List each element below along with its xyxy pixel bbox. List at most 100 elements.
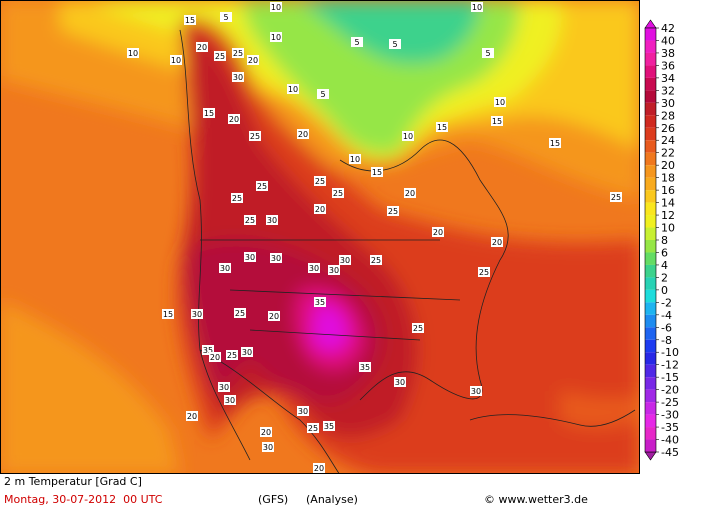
contour-label: 5 — [392, 40, 397, 49]
temperature-field — [1, 1, 639, 473]
colorbar-label: 30 — [661, 97, 675, 110]
colorbar-swatch — [645, 165, 656, 178]
contour-label: 15 — [492, 117, 502, 126]
colorbar-label: 32 — [661, 84, 675, 97]
contour-label-box — [186, 411, 198, 421]
contour-label: 20 — [248, 56, 258, 65]
contour-label: 20 — [315, 205, 325, 214]
contour-label: 20 — [229, 115, 239, 124]
contour-label: 35 — [315, 298, 325, 307]
contour-label-box — [234, 308, 246, 318]
contour-label: 5 — [320, 90, 325, 99]
colorbar-swatch — [645, 264, 656, 278]
contour-label: 30 — [192, 310, 202, 319]
colorbar-label: 42 — [661, 22, 675, 35]
contour-label-box — [241, 347, 253, 357]
contour-label-box — [224, 395, 236, 405]
contour-label-box — [196, 42, 208, 52]
contour-label: 25 — [371, 256, 381, 265]
contour-label: 30 — [271, 254, 281, 263]
contour-label-box — [270, 2, 282, 12]
contour-label: 15 — [163, 310, 173, 319]
colorbar-label: -6 — [661, 321, 672, 334]
contour-label-box — [191, 309, 203, 319]
colorbar-swatch — [645, 352, 656, 365]
contour-label: 25 — [388, 207, 398, 216]
contour-label-box — [307, 423, 319, 433]
contour-label: 5 — [485, 49, 490, 58]
contour-label: 30 — [395, 378, 405, 387]
contour-label: 30 — [220, 264, 230, 273]
caption-title: 2 m Temperatur [Grad C] — [4, 475, 142, 488]
contour-label: 30 — [225, 396, 235, 405]
contour-label-box — [203, 108, 215, 118]
contour-label: 10 — [472, 3, 482, 12]
contour-label-box — [202, 345, 214, 355]
contour-label: 15 — [372, 168, 382, 177]
colorbar-label: -40 — [661, 434, 679, 447]
colorbar-swatch — [645, 364, 656, 378]
colorbar-swatch — [645, 202, 656, 216]
contour-label: 30 — [309, 264, 319, 273]
contour-label: 20 — [269, 312, 279, 321]
contour-label-box — [266, 215, 278, 225]
contour-label: 25 — [233, 49, 243, 58]
contour-label: 10 — [271, 3, 281, 12]
contour-label: 30 — [242, 348, 252, 357]
contour-label-box — [219, 263, 231, 273]
contour-label: 25 — [227, 351, 237, 360]
colorbar-label: -30 — [661, 409, 679, 422]
colorbar-label: -2 — [661, 296, 672, 309]
contour-label-box — [471, 2, 483, 12]
colorbar-swatch — [645, 177, 656, 191]
contour-label-box — [262, 442, 274, 452]
colorbar-bottom-arrow — [644, 451, 657, 461]
caption-credit: © www.wetter3.de — [484, 493, 588, 506]
caption-model: (GFS) — [258, 493, 289, 506]
contour-label-box — [220, 12, 232, 22]
contour-label-box — [412, 323, 424, 333]
contour-label: 20 — [187, 412, 197, 421]
colorbar-label: -35 — [661, 421, 679, 434]
contour-label-box — [232, 72, 244, 82]
colorbar-frame — [644, 27, 657, 453]
contour-label: 10 — [495, 98, 505, 107]
contour-label-box — [268, 311, 280, 321]
contour-label-box — [478, 267, 490, 277]
colorbar-swatch — [645, 314, 656, 328]
contour-label-box — [332, 188, 344, 198]
colorbar-label: -10 — [661, 346, 679, 359]
contour-label: 5 — [223, 13, 228, 22]
contour-label: 10 — [171, 56, 181, 65]
contour-label: 25 — [232, 194, 242, 203]
contour-label: 20 — [197, 43, 207, 52]
contour-label: 30 — [340, 256, 350, 265]
colorbar-swatch — [645, 427, 656, 440]
contour-label: 25 — [250, 132, 260, 141]
colorbar-swatch — [645, 40, 656, 53]
contour-label: 25 — [308, 424, 318, 433]
contour-label-box — [297, 406, 309, 416]
contour-label: 25 — [315, 177, 325, 186]
colorbar-label: 16 — [661, 184, 675, 197]
colorbar-swatch — [645, 127, 656, 141]
colorbar-swatch — [645, 90, 656, 103]
colorbar-label: 26 — [661, 122, 675, 135]
contour-label: 10 — [403, 132, 413, 141]
contour-label: 10 — [271, 33, 281, 42]
contour-label-box — [371, 167, 383, 177]
colorbar-label: -12 — [661, 359, 679, 372]
colorbar-label: 34 — [661, 72, 675, 85]
contour-label: 20 — [433, 228, 443, 237]
contour-label: 30 — [298, 407, 308, 416]
colorbar-swatch — [645, 215, 656, 228]
caption-date: Montag, 30-07-2012 00 UTC — [4, 493, 163, 506]
contour-label-box — [349, 154, 361, 164]
colorbar-label: -25 — [661, 396, 679, 409]
contour-label: 25 — [333, 189, 343, 198]
colorbar-label: 36 — [661, 59, 675, 72]
contour-label: 15 — [204, 109, 214, 118]
contour-label-box — [389, 39, 401, 49]
